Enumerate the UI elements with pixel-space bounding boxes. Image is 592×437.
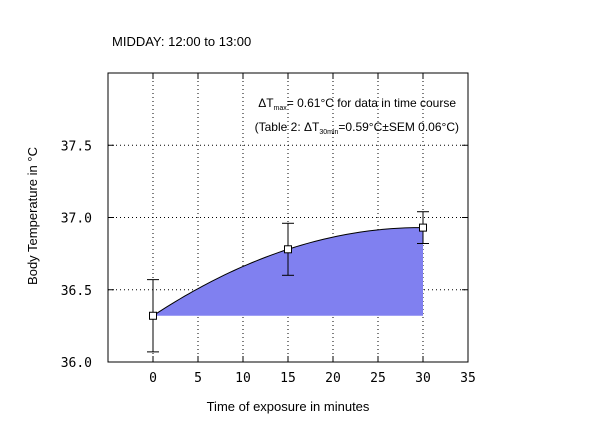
y-axis-label: Body Temperature in °C bbox=[25, 147, 40, 285]
x-tick-label: 0 bbox=[149, 371, 157, 386]
annotation-table2: (Table 2: ΔT30min=0.59°C±SEM 0.06°C) bbox=[255, 120, 459, 136]
x-tick-label: 15 bbox=[280, 371, 296, 386]
x-axis-label: Time of exposure in minutes bbox=[207, 399, 370, 414]
data-point bbox=[149, 311, 157, 320]
data-point bbox=[419, 223, 427, 232]
x-tick-label: 5 bbox=[194, 371, 202, 386]
axis-ticks bbox=[108, 73, 469, 363]
x-tick-label: 25 bbox=[370, 371, 386, 386]
x-tick-label: 35 bbox=[460, 371, 476, 386]
data-markers bbox=[149, 223, 427, 320]
x-tick-label: 20 bbox=[325, 371, 341, 386]
annotation-delta-max: ΔTmax= 0.61°C for data in time course bbox=[258, 96, 456, 112]
grid-lines bbox=[108, 73, 468, 362]
x-tick-label: 30 bbox=[415, 371, 431, 386]
data-point bbox=[284, 245, 292, 254]
y-tick-label: 37.5 bbox=[61, 139, 92, 154]
y-tick-label: 36.5 bbox=[61, 284, 92, 299]
chart-title: MIDDAY: 12:00 to 13:00 bbox=[112, 34, 251, 49]
x-tick-label: 10 bbox=[235, 371, 251, 386]
y-tick-label: 37.0 bbox=[61, 212, 92, 227]
y-tick-label: 36.0 bbox=[61, 356, 92, 371]
tick-labels: 0 5 10 15 20 25 30 35 36.0 36.5 37.0 37.5 bbox=[61, 139, 476, 386]
